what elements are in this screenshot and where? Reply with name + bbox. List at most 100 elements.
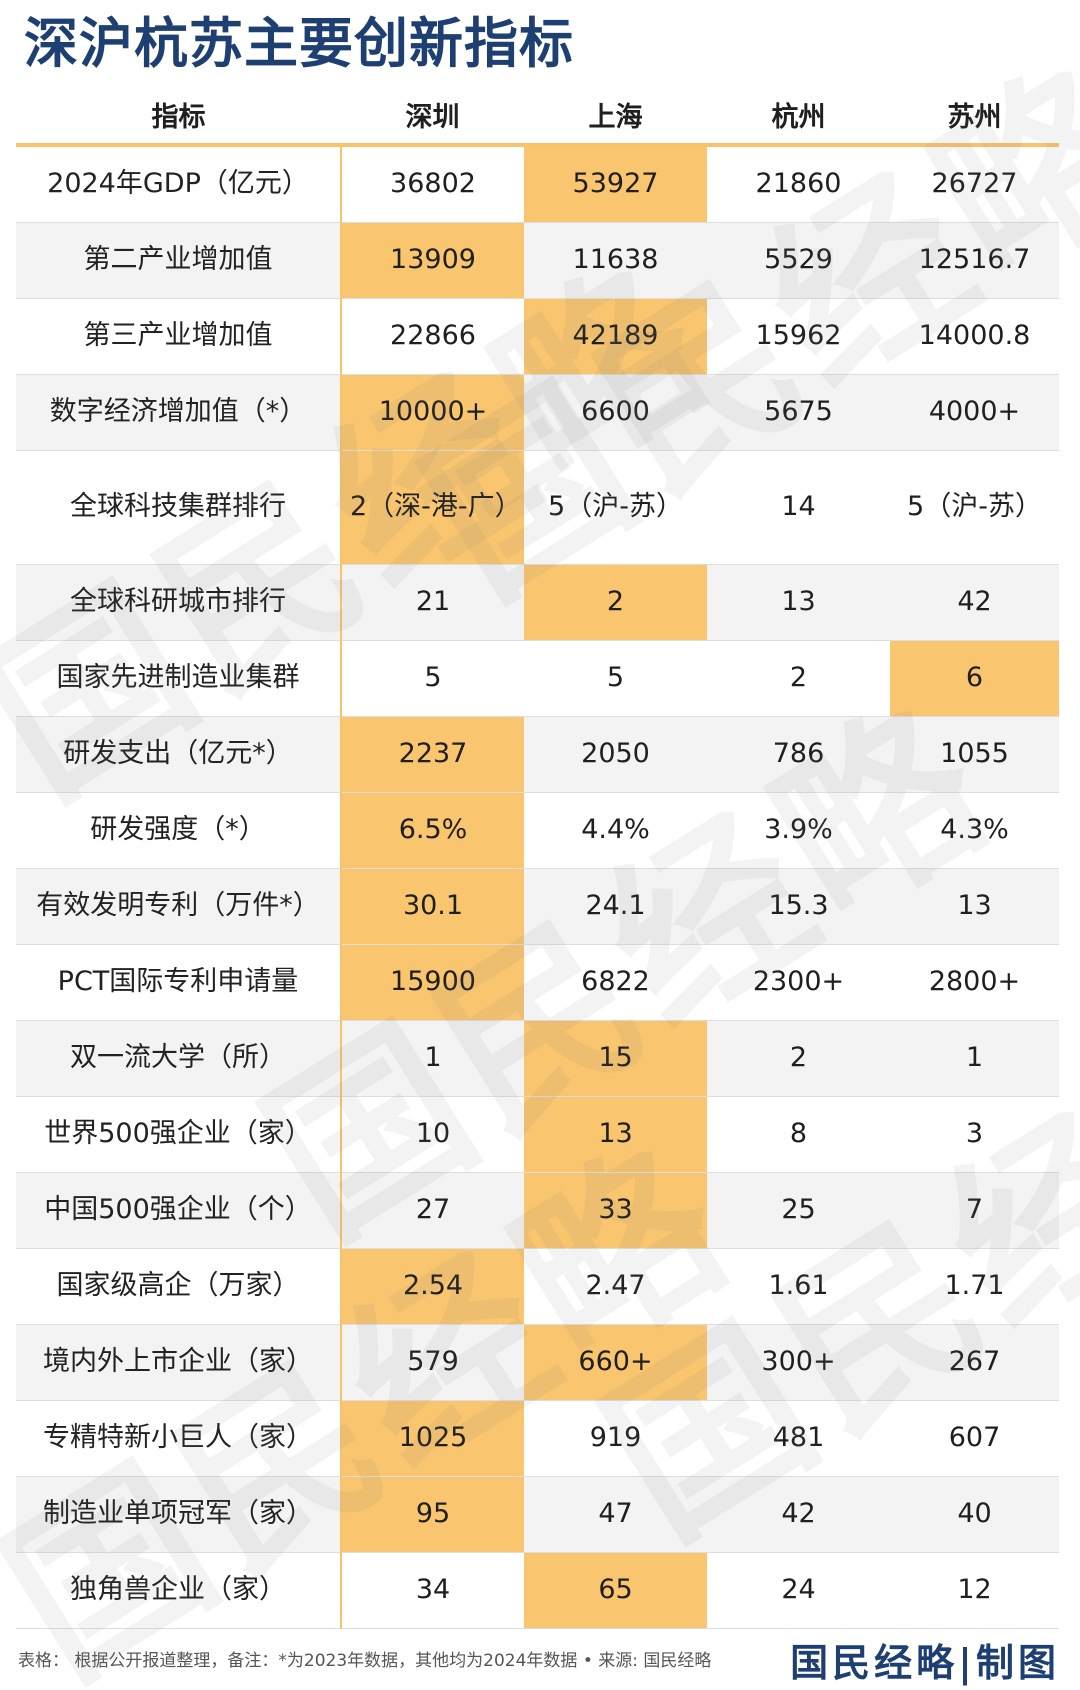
footer-note: 表格： 根据公开报道整理，备注：*为2023年数据，其他均为2024年数据 • … [18, 1651, 712, 1671]
table-row: 双一流大学（所） 1 15 2 1 [16, 1020, 1059, 1097]
row-label: 2024年GDP（亿元） [16, 145, 342, 223]
cell-shenzhen: 1025 [341, 1400, 524, 1477]
row-label: 世界500强企业（家） [16, 1096, 342, 1173]
cell-shenzhen: 5 [341, 640, 524, 717]
table-row: 境内外上市企业（家） 579 660+ 300+ 267 [16, 1324, 1059, 1401]
cell-shenzhen: 10 [341, 1096, 524, 1173]
table-body: 2024年GDP（亿元） 36802 53927 21860 26727 第二产业增加值 1… [16, 145, 1059, 1629]
cell-suzhou: 607 [890, 1400, 1059, 1477]
row-label: 国家先进制造业集群 [16, 640, 342, 717]
cell-shenzhen: 1 [341, 1020, 524, 1097]
cell-shenzhen: 10000+ [341, 374, 524, 451]
cell-hangzhou: 13 [707, 564, 890, 641]
table-row: 研发强度（*） 6.5% 4.4% 3.9% 4.3% [16, 792, 1059, 869]
table-row: 国家级高企（万家） 2.54 2.47 1.61 1.71 [16, 1248, 1059, 1325]
cell-shanghai: 53927 [524, 145, 707, 223]
cell-shanghai: 47 [524, 1476, 707, 1553]
table-row: 世界500强企业（家） 10 13 8 3 [16, 1096, 1059, 1173]
row-label: 全球科研城市排行 [16, 564, 342, 641]
cell-shanghai: 13 [524, 1096, 707, 1173]
cell-suzhou: 12516.7 [890, 222, 1059, 299]
cell-shenzhen: 34 [341, 1552, 524, 1629]
cell-shanghai: 919 [524, 1400, 707, 1477]
cell-hangzhou: 2 [707, 640, 890, 717]
cell-hangzhou: 42 [707, 1476, 890, 1553]
cell-shanghai: 2050 [524, 716, 707, 793]
table-row: 制造业单项冠军（家） 95 47 42 40 [16, 1476, 1059, 1553]
cell-shanghai: 42189 [524, 298, 707, 375]
table-row: 中国500强企业（个） 27 33 25 7 [16, 1172, 1059, 1249]
cell-suzhou: 1055 [890, 716, 1059, 793]
cell-suzhou: 13 [890, 868, 1059, 945]
table-row: 有效发明专利（万件*） 30.1 24.1 15.3 13 [16, 868, 1059, 945]
cell-shenzhen: 36802 [341, 145, 524, 223]
cell-shanghai: 2.47 [524, 1248, 707, 1325]
cell-shanghai: 4.4% [524, 792, 707, 869]
row-label: 全球科技集群排行 [16, 450, 342, 565]
cell-suzhou: 1.71 [890, 1248, 1059, 1325]
row-label: 国家级高企（万家） [16, 1248, 342, 1325]
cell-suzhou: 42 [890, 564, 1059, 641]
row-label: PCT国际专利申请量 [16, 944, 342, 1021]
cell-suzhou: 2800+ [890, 944, 1059, 1021]
cell-shenzhen: 15900 [341, 944, 524, 1021]
header-shanghai: 上海 [524, 86, 707, 147]
header-indicator: 指标 [16, 86, 341, 147]
table-row: 全球科研城市排行 21 2 13 42 [16, 564, 1059, 641]
table-row: PCT国际专利申请量 15900 6822 2300+ 2800+ [16, 944, 1059, 1021]
cell-hangzhou: 2 [707, 1020, 890, 1097]
cell-shanghai: 5（沪-苏） [524, 450, 707, 565]
row-label: 第三产业增加值 [16, 298, 342, 375]
cell-shenzhen: 579 [341, 1324, 524, 1401]
cell-shenzhen: 13909 [341, 222, 524, 299]
row-label: 第二产业增加值 [16, 222, 342, 299]
table-row: 专精特新小巨人（家） 1025 919 481 607 [16, 1400, 1059, 1477]
cell-hangzhou: 21860 [707, 145, 890, 223]
cell-hangzhou: 300+ [707, 1324, 890, 1401]
cell-hangzhou: 5675 [707, 374, 890, 451]
cell-hangzhou: 5529 [707, 222, 890, 299]
row-label: 数字经济增加值（*） [16, 374, 342, 451]
cell-suzhou: 40 [890, 1476, 1059, 1553]
cell-shanghai: 5 [524, 640, 707, 717]
cell-suzhou: 3 [890, 1096, 1059, 1173]
row-label: 境内外上市企业（家） [16, 1324, 342, 1401]
row-label: 研发支出（亿元*） [16, 716, 342, 793]
cell-shenzhen: 30.1 [341, 868, 524, 945]
cell-shanghai: 660+ [524, 1324, 707, 1401]
cell-shenzhen: 22866 [341, 298, 524, 375]
cell-hangzhou: 24 [707, 1552, 890, 1629]
cell-hangzhou: 1.61 [707, 1248, 890, 1325]
cell-suzhou: 7 [890, 1172, 1059, 1249]
row-label: 有效发明专利（万件*） [16, 868, 342, 945]
cell-suzhou: 26727 [890, 145, 1059, 223]
cell-shanghai: 33 [524, 1172, 707, 1249]
cell-hangzhou: 14 [707, 450, 890, 565]
cell-suzhou: 4000+ [890, 374, 1059, 451]
table-row: 研发支出（亿元*） 2237 2050 786 1055 [16, 716, 1059, 793]
cell-shanghai: 6822 [524, 944, 707, 1021]
cell-hangzhou: 25 [707, 1172, 890, 1249]
row-label: 双一流大学（所） [16, 1020, 342, 1097]
table-row: 国家先进制造业集群 5 5 2 6 [16, 640, 1059, 717]
cell-hangzhou: 15962 [707, 298, 890, 375]
row-label: 独角兽企业（家） [16, 1552, 342, 1629]
cell-shanghai: 6600 [524, 374, 707, 451]
cell-suzhou: 5（沪-苏） [890, 450, 1059, 565]
cell-shanghai: 15 [524, 1020, 707, 1097]
cell-suzhou: 14000.8 [890, 298, 1059, 375]
table-row: 数字经济增加值（*） 10000+ 6600 5675 4000+ [16, 374, 1059, 451]
cell-suzhou: 1 [890, 1020, 1059, 1097]
table-row: 全球科技集群排行 2（深-港-广） 5（沪-苏） 14 5（沪-苏） [16, 450, 1059, 565]
cell-hangzhou: 15.3 [707, 868, 890, 945]
cell-shanghai: 2 [524, 564, 707, 641]
cell-shenzhen: 2237 [341, 716, 524, 793]
cell-hangzhou: 3.9% [707, 792, 890, 869]
header-shenzhen: 深圳 [341, 86, 524, 147]
header-suzhou: 苏州 [890, 86, 1059, 147]
row-label: 制造业单项冠军（家） [16, 1476, 342, 1553]
header-row: 指标 深圳 上海 杭州 苏州 [16, 86, 1059, 147]
table-row: 第三产业增加值 22866 42189 15962 14000.8 [16, 298, 1059, 375]
cell-suzhou: 267 [890, 1324, 1059, 1401]
